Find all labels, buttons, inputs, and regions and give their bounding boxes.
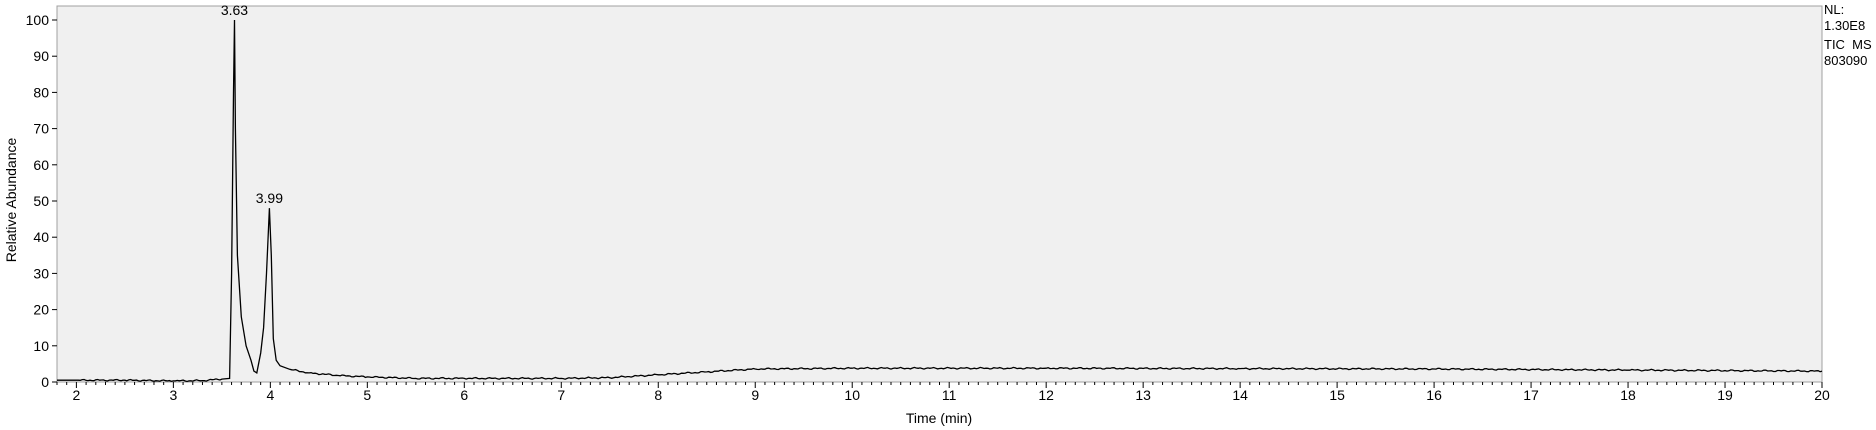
x-tick-label: 20: [1814, 387, 1830, 403]
peak-label: 3.63: [221, 2, 248, 18]
peak-annotations: 3.63 3.99: [221, 2, 283, 206]
y-axis-title: Relative Abundance: [3, 138, 19, 263]
y-tick-label: 90: [33, 48, 49, 64]
x-tick-label: 7: [557, 387, 565, 403]
x-axis: 2 3 4 5 6 7 8 9 10 11 12 13 14 15 16 17 18 19 20: [56, 382, 1830, 403]
normalization-level-value: 1.30E8: [1824, 18, 1866, 33]
x-tick-label: 6: [460, 387, 468, 403]
y-tick-label: 20: [33, 302, 49, 318]
x-tick-label: 11: [942, 387, 957, 403]
y-tick-label: 30: [33, 265, 49, 281]
x-tick-label: 14: [1232, 387, 1248, 403]
x-tick-label: 8: [654, 387, 662, 403]
x-tick-label: 13: [1135, 387, 1151, 403]
scan-filter-label: TIC MS: [1824, 37, 1872, 52]
x-tick-label: 15: [1329, 387, 1345, 403]
x-tick-label: 17: [1523, 387, 1539, 403]
x-tick-label: 16: [1426, 387, 1442, 403]
tic-trace: [57, 19, 1823, 383]
normalization-level-label: NL:: [1824, 2, 1845, 17]
peak-label: 3.99: [256, 190, 283, 206]
x-axis-title: Time (min): [906, 410, 972, 426]
y-axis: 0 10 20 30 40 50 60 70 80 90 100: [26, 12, 57, 390]
x-tick-label: 2: [72, 387, 80, 403]
file-id-label: 803090: [1824, 53, 1868, 68]
y-tick-label: 80: [33, 84, 49, 100]
x-tick-label: 4: [266, 387, 274, 403]
x-tick-label: 5: [363, 387, 371, 403]
y-tick-label: 50: [33, 193, 49, 209]
x-tick-label: 9: [751, 387, 759, 403]
y-tick-label: 10: [33, 338, 49, 354]
y-tick-label: 100: [26, 12, 50, 28]
y-tick-label: 70: [33, 121, 49, 137]
x-tick-label: 19: [1717, 387, 1733, 403]
plot-area: [56, 5, 1823, 383]
x-tick-label: 18: [1620, 387, 1636, 403]
x-tick-label: 3: [169, 387, 177, 403]
y-tick-label: 0: [41, 374, 49, 390]
x-tick-label: 10: [844, 387, 860, 403]
y-tick-label: 40: [33, 229, 49, 245]
y-tick-label: 60: [33, 157, 49, 173]
x-tick-label: 12: [1038, 387, 1054, 403]
